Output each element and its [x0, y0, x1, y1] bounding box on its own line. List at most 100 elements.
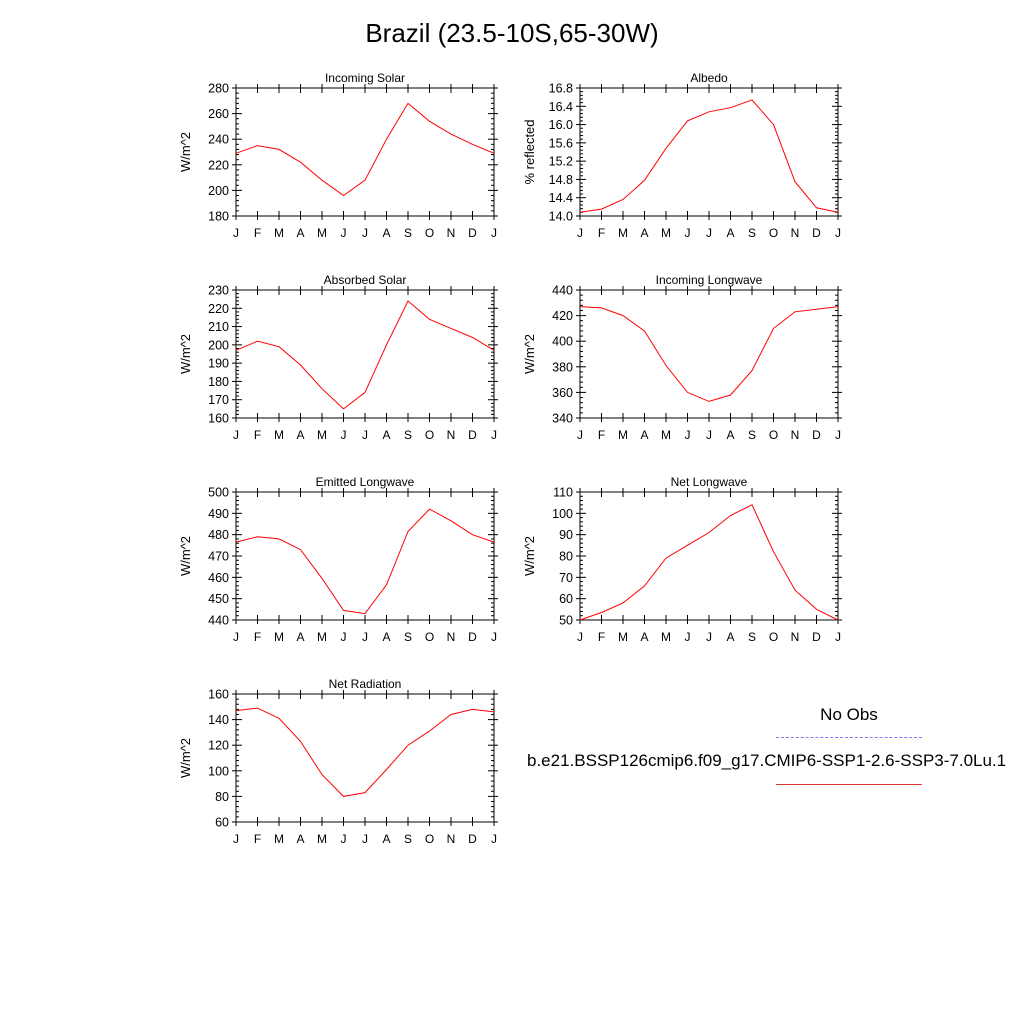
x-tick-label: F: [254, 832, 261, 846]
legend-obs-line: [776, 737, 922, 738]
x-tick-label: O: [769, 428, 778, 442]
x-tick-label: D: [812, 226, 821, 240]
y-axis-label: W/m^2: [178, 334, 193, 374]
plot-frame: [579, 289, 839, 419]
y-tick-label: 120: [208, 739, 229, 753]
x-tick-label: J: [491, 832, 497, 846]
y-tick-label: 190: [208, 357, 229, 371]
x-tick-label: J: [362, 428, 368, 442]
y-tick-label: 360: [552, 386, 573, 400]
y-tick-label: 90: [559, 528, 573, 542]
x-tick-label: F: [254, 226, 261, 240]
x-tick-label: D: [468, 226, 477, 240]
x-tick-label: N: [791, 428, 800, 442]
series-line: [235, 102, 495, 197]
y-axis-label: W/m^2: [178, 536, 193, 576]
y-tick-label: 16.0: [549, 118, 573, 132]
series-line: [579, 504, 839, 621]
panel-title: Albedo: [690, 71, 728, 85]
x-tick-label: M: [317, 226, 327, 240]
x-tick-label: J: [233, 428, 239, 442]
x-tick-label: J: [577, 428, 583, 442]
plot-frame: [235, 289, 495, 419]
x-tick-label: J: [706, 428, 712, 442]
y-tick-label: 210: [208, 320, 229, 334]
y-tick-label: 160: [208, 412, 229, 426]
y-tick-label: 220: [208, 302, 229, 316]
x-tick-label: J: [685, 428, 691, 442]
x-tick-label: M: [317, 428, 327, 442]
y-tick-label: 14.0: [549, 210, 573, 224]
x-tick-label: N: [447, 226, 456, 240]
x-tick-label: O: [769, 226, 778, 240]
y-tick-label: 100: [552, 507, 573, 521]
y-tick-label: 500: [208, 486, 229, 500]
x-tick-label: A: [726, 226, 734, 240]
x-tick-label: A: [382, 630, 390, 644]
x-tick-label: J: [706, 226, 712, 240]
x-tick-label: A: [640, 428, 648, 442]
x-tick-label: A: [382, 832, 390, 846]
x-tick-label: F: [598, 226, 605, 240]
x-tick-label: F: [254, 428, 261, 442]
y-tick-label: 80: [215, 790, 229, 804]
x-tick-label: S: [748, 630, 756, 644]
x-tick-label: J: [362, 630, 368, 644]
y-tick-label: 16.4: [549, 100, 573, 114]
y-tick-label: 480: [208, 528, 229, 542]
x-tick-label: F: [254, 630, 261, 644]
x-tick-label: A: [382, 428, 390, 442]
y-tick-label: 380: [552, 360, 573, 374]
y-axis-label: W/m^2: [178, 132, 193, 172]
x-tick-label: J: [491, 630, 497, 644]
x-tick-label: J: [233, 226, 239, 240]
x-tick-label: S: [404, 226, 412, 240]
x-tick-label: N: [447, 428, 456, 442]
series-line: [579, 306, 839, 402]
x-tick-label: N: [447, 630, 456, 644]
x-tick-label: O: [425, 630, 434, 644]
x-tick-label: F: [598, 630, 605, 644]
x-tick-label: M: [274, 630, 284, 644]
x-tick-label: J: [341, 226, 347, 240]
x-tick-label: M: [618, 226, 628, 240]
x-tick-label: J: [706, 630, 712, 644]
plot-frame: [235, 87, 495, 217]
y-tick-label: 110: [553, 486, 573, 500]
series-line: [235, 300, 495, 410]
plot-frame: [579, 491, 839, 621]
x-tick-label: O: [425, 226, 434, 240]
y-tick-label: 180: [208, 375, 229, 389]
series-line: [235, 707, 495, 797]
x-tick-label: J: [685, 226, 691, 240]
x-tick-label: M: [274, 226, 284, 240]
x-tick-label: J: [341, 428, 347, 442]
x-tick-label: J: [491, 226, 497, 240]
legend-model-line: [776, 784, 922, 785]
y-tick-label: 280: [208, 82, 229, 96]
x-tick-label: D: [468, 832, 477, 846]
x-tick-label: D: [468, 428, 477, 442]
y-tick-label: 450: [208, 592, 229, 606]
x-tick-label: M: [274, 428, 284, 442]
legend-obs-label: No Obs: [820, 705, 878, 724]
x-tick-label: J: [835, 630, 841, 644]
y-tick-label: 60: [215, 816, 229, 830]
x-tick-label: J: [835, 226, 841, 240]
x-tick-label: N: [791, 630, 800, 644]
y-axis-label: % reflected: [522, 119, 537, 184]
x-tick-label: A: [640, 226, 648, 240]
x-tick-label: M: [661, 226, 671, 240]
legend-model-label: b.e21.BSSP126cmip6.f09_g17.CMIP6-SSP1-2.…: [527, 751, 1007, 770]
x-tick-label: D: [812, 630, 821, 644]
x-tick-label: A: [640, 630, 648, 644]
x-tick-label: N: [791, 226, 800, 240]
y-tick-label: 240: [208, 133, 229, 147]
y-tick-label: 470: [208, 550, 229, 564]
y-tick-label: 16.8: [549, 82, 573, 96]
y-tick-label: 60: [559, 592, 573, 606]
y-tick-label: 440: [208, 614, 229, 628]
x-tick-label: J: [362, 226, 368, 240]
